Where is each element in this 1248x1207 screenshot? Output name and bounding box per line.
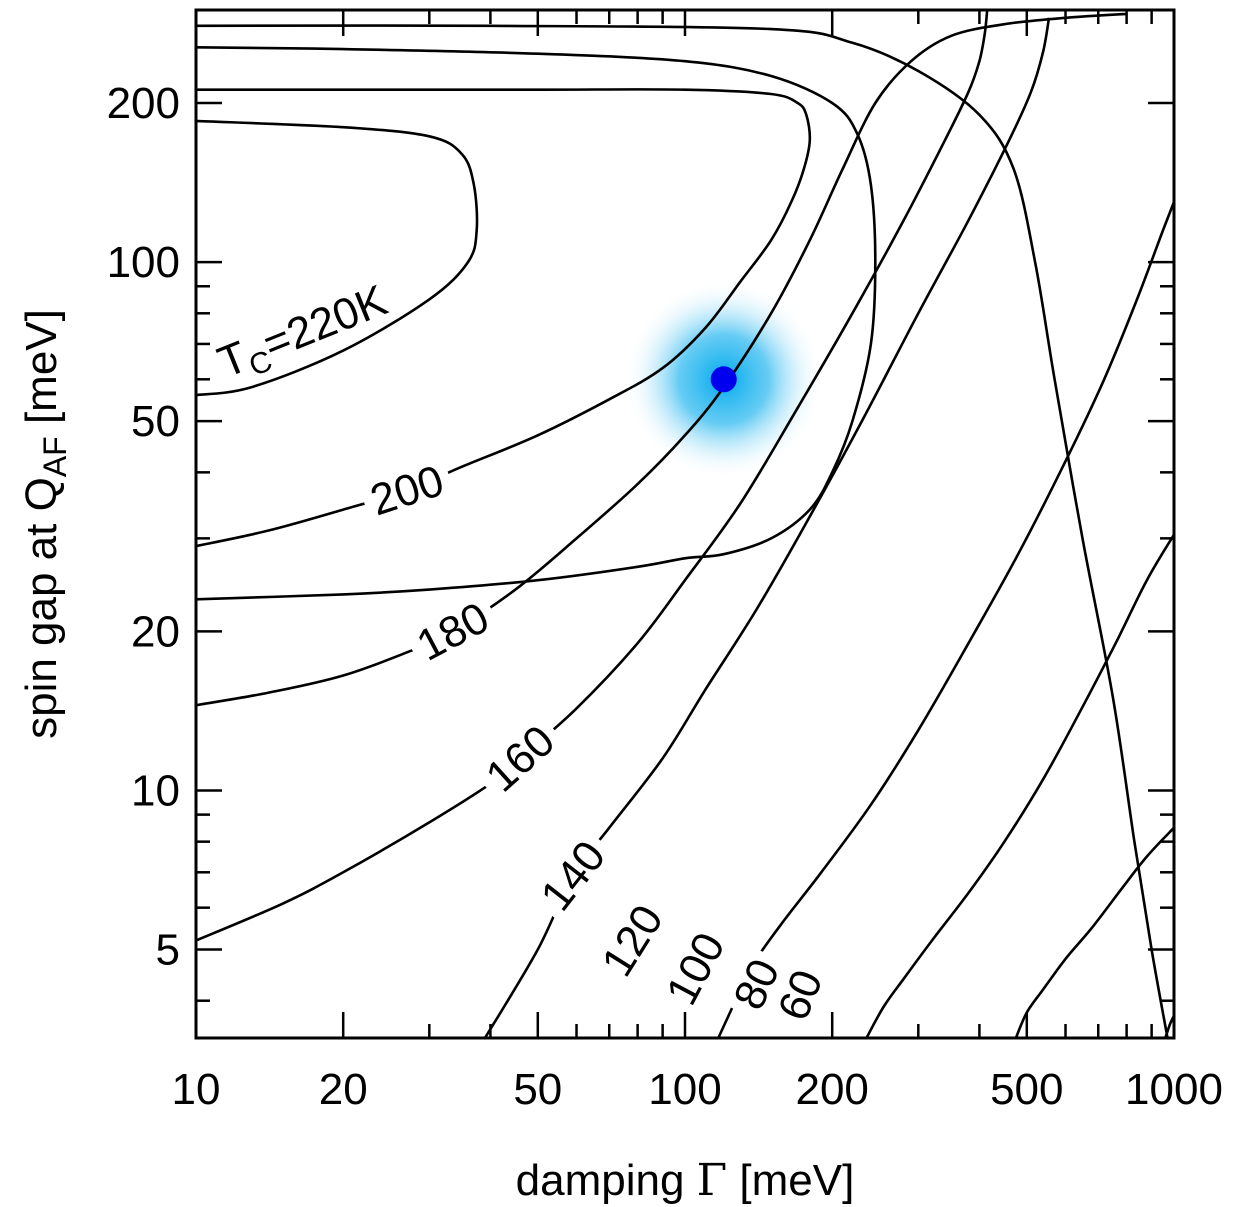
x-tick-label-1: 20 bbox=[319, 1065, 368, 1114]
x-tick-label-5: 500 bbox=[990, 1065, 1063, 1114]
contour-label-bg-180 bbox=[401, 587, 504, 674]
contour-label-bg-220 bbox=[204, 271, 399, 389]
contour-label-140: 140 bbox=[525, 824, 620, 926]
y-tick-labels: 5 10 20 50 100 200 bbox=[107, 79, 180, 974]
contour-label-bg-200 bbox=[356, 451, 457, 527]
contour-line-100 bbox=[865, 533, 1174, 1038]
x-tick-label-4: 200 bbox=[795, 1065, 868, 1114]
y-tick-label-4: 100 bbox=[107, 238, 180, 287]
marker-layer bbox=[710, 366, 737, 393]
x-tick-label-2: 50 bbox=[513, 1065, 562, 1114]
y-tick-label-0: 5 bbox=[156, 926, 180, 975]
contour-label-bg-60 bbox=[764, 955, 835, 1034]
contour-label-bg-160 bbox=[469, 709, 570, 806]
x-tick-label-6: 1000 bbox=[1125, 1065, 1223, 1114]
x-axis-label: damping Γ [meV] bbox=[516, 1155, 855, 1206]
x-tick-labels: 10 20 50 100 200 500 1000 bbox=[172, 1065, 1223, 1114]
contour-line-80 bbox=[1014, 826, 1174, 1038]
contour-label-bg-100 bbox=[651, 917, 738, 1020]
contour-label-text-200: 200 bbox=[365, 456, 450, 525]
contour-label-220: TC=220K bbox=[204, 271, 399, 389]
contour-label-120: 120 bbox=[586, 888, 677, 991]
contour-line-230 bbox=[196, 119, 479, 397]
data-point-marker bbox=[710, 366, 737, 393]
contour-label-180: 180 bbox=[401, 587, 504, 674]
contour-line-220 bbox=[196, 46, 877, 601]
contour-lines bbox=[196, 10, 1174, 1038]
contour-label-200: 200 bbox=[356, 451, 457, 527]
contour-line-240 bbox=[196, 24, 1169, 1038]
contour-line-160 bbox=[196, 10, 989, 942]
contour-label-160: 160 bbox=[469, 709, 570, 806]
contour-line-120 bbox=[717, 201, 1174, 1038]
x-tick-label-3: 100 bbox=[648, 1065, 721, 1114]
y-axis-label: spin gap at QAF [meV] bbox=[17, 309, 73, 739]
contour-label-bg-140 bbox=[525, 824, 620, 926]
y-tick-label-3: 50 bbox=[131, 397, 180, 446]
axis-ticks bbox=[194, 8, 1176, 1038]
y-tick-label-5: 200 bbox=[107, 79, 180, 128]
y-tick-label-1: 10 bbox=[131, 766, 180, 815]
x-tick-label-0: 10 bbox=[172, 1065, 221, 1114]
plot-frame bbox=[194, 8, 1176, 1040]
y-tick-label-2: 20 bbox=[131, 607, 180, 656]
contour-label-bg-120 bbox=[586, 888, 677, 991]
